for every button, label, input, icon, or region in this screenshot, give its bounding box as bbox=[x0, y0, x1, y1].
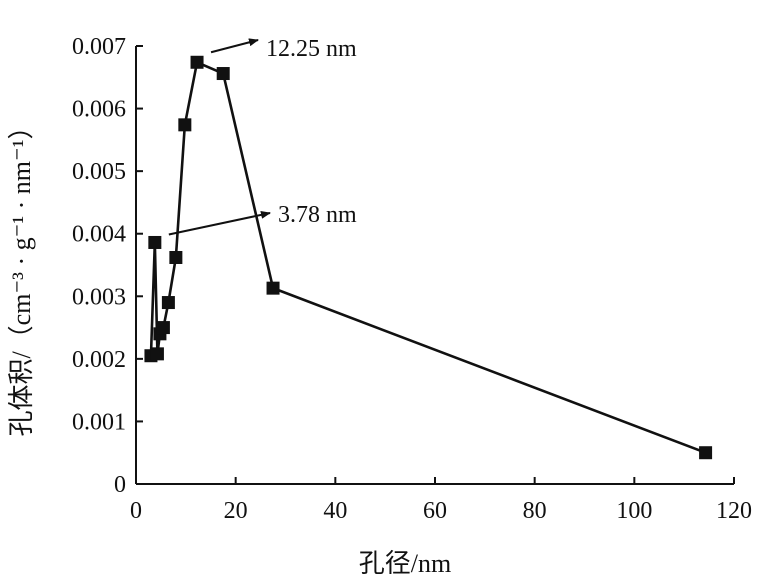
x-tick-label: 40 bbox=[323, 498, 347, 524]
annotations: 12.25 nm 3.78 nm bbox=[168, 36, 357, 236]
data-point-marker bbox=[150, 347, 164, 361]
x-tick-label: 80 bbox=[523, 498, 547, 524]
data-point-marker bbox=[156, 321, 170, 335]
y-tick-label: 0 bbox=[114, 472, 126, 498]
y-tick-label: 0.004 bbox=[72, 222, 126, 248]
annotation-arrow bbox=[210, 38, 259, 54]
data-point-marker bbox=[178, 118, 192, 132]
x-tick-label: 60 bbox=[423, 498, 447, 524]
x-axis-title: 孔径/nm bbox=[359, 549, 451, 578]
x-ticks: 0 20 40 60 80 100 120 bbox=[130, 477, 752, 524]
annotation-label: 3.78 nm bbox=[278, 202, 357, 228]
series-layer bbox=[144, 55, 713, 460]
y-ticks: 0 0.001 0.002 0.003 0.004 0.005 0.006 0.007 bbox=[72, 34, 143, 498]
annotation-label: 12.25 nm bbox=[266, 36, 357, 62]
x-tick-label: 0 bbox=[130, 498, 142, 524]
data-point-marker bbox=[169, 250, 183, 264]
y-tick-label: 0.001 bbox=[72, 409, 126, 435]
data-point-marker bbox=[161, 296, 175, 310]
y-tick-label: 0.007 bbox=[72, 34, 126, 60]
data-point-marker bbox=[266, 281, 280, 295]
data-point-marker bbox=[216, 67, 230, 81]
series-line bbox=[149, 60, 707, 454]
annotation-arrow bbox=[168, 210, 271, 236]
y-tick-label: 0.003 bbox=[72, 284, 126, 310]
data-point-marker bbox=[148, 235, 162, 249]
y-tick-label: 0.005 bbox=[72, 159, 126, 185]
y-axis-title: 孔体积/（cm⁻³ · g⁻¹ · nm⁻¹） bbox=[7, 113, 36, 436]
x-tick-label: 100 bbox=[616, 498, 652, 524]
data-point-marker bbox=[190, 55, 204, 69]
x-tick-label: 120 bbox=[716, 498, 752, 524]
x-tick-label: 20 bbox=[224, 498, 248, 524]
y-tick-label: 0.006 bbox=[72, 97, 126, 123]
y-tick-label: 0.002 bbox=[72, 347, 126, 373]
data-point-marker bbox=[699, 446, 713, 460]
axes bbox=[135, 46, 734, 485]
